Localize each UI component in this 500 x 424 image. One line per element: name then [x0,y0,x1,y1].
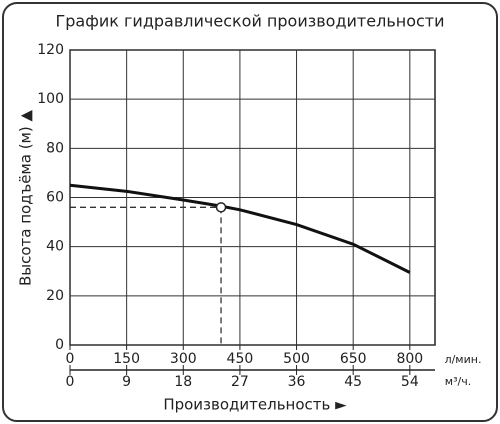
x2-tick-label: 800 [396,351,423,367]
x2-tick-label: 300 [170,351,197,367]
x-tick-label: 18 [174,374,192,390]
x2-unit: л/мин. [445,353,482,366]
operating-point [215,202,227,213]
x2-tick-label: 150 [113,351,140,367]
x-tick-label: 54 [401,374,419,390]
y-tick-label: 80 [46,140,64,156]
x-unit: м³/ч. [445,375,471,388]
x-tick-label: 9 [122,374,131,390]
y-tick-label: 40 [46,239,64,255]
x-tick-label: 45 [344,374,362,390]
y-tick-label: 0 [55,337,64,353]
y-tick-label: 100 [37,91,64,107]
x2-tick-label: 650 [340,351,367,367]
x-tick-label: 36 [288,374,306,390]
y-axis-label: Высота подъёма (м) ▲ [17,110,35,287]
y-tick-label: 120 [37,42,64,58]
chart-title: График гидравлической производительности [55,12,444,31]
x-tick-label: 27 [231,374,249,390]
x-tick-label: 0 [66,374,75,390]
x2-tick-label: 0 [66,351,75,367]
performance-curve [69,183,411,274]
y-tick-label: 20 [46,288,64,304]
y-tick-label: 60 [46,190,64,206]
x2-tick-label: 450 [227,351,254,367]
x-axis-label: Производительность ► [163,396,347,414]
x2-tick-label: 500 [283,351,310,367]
